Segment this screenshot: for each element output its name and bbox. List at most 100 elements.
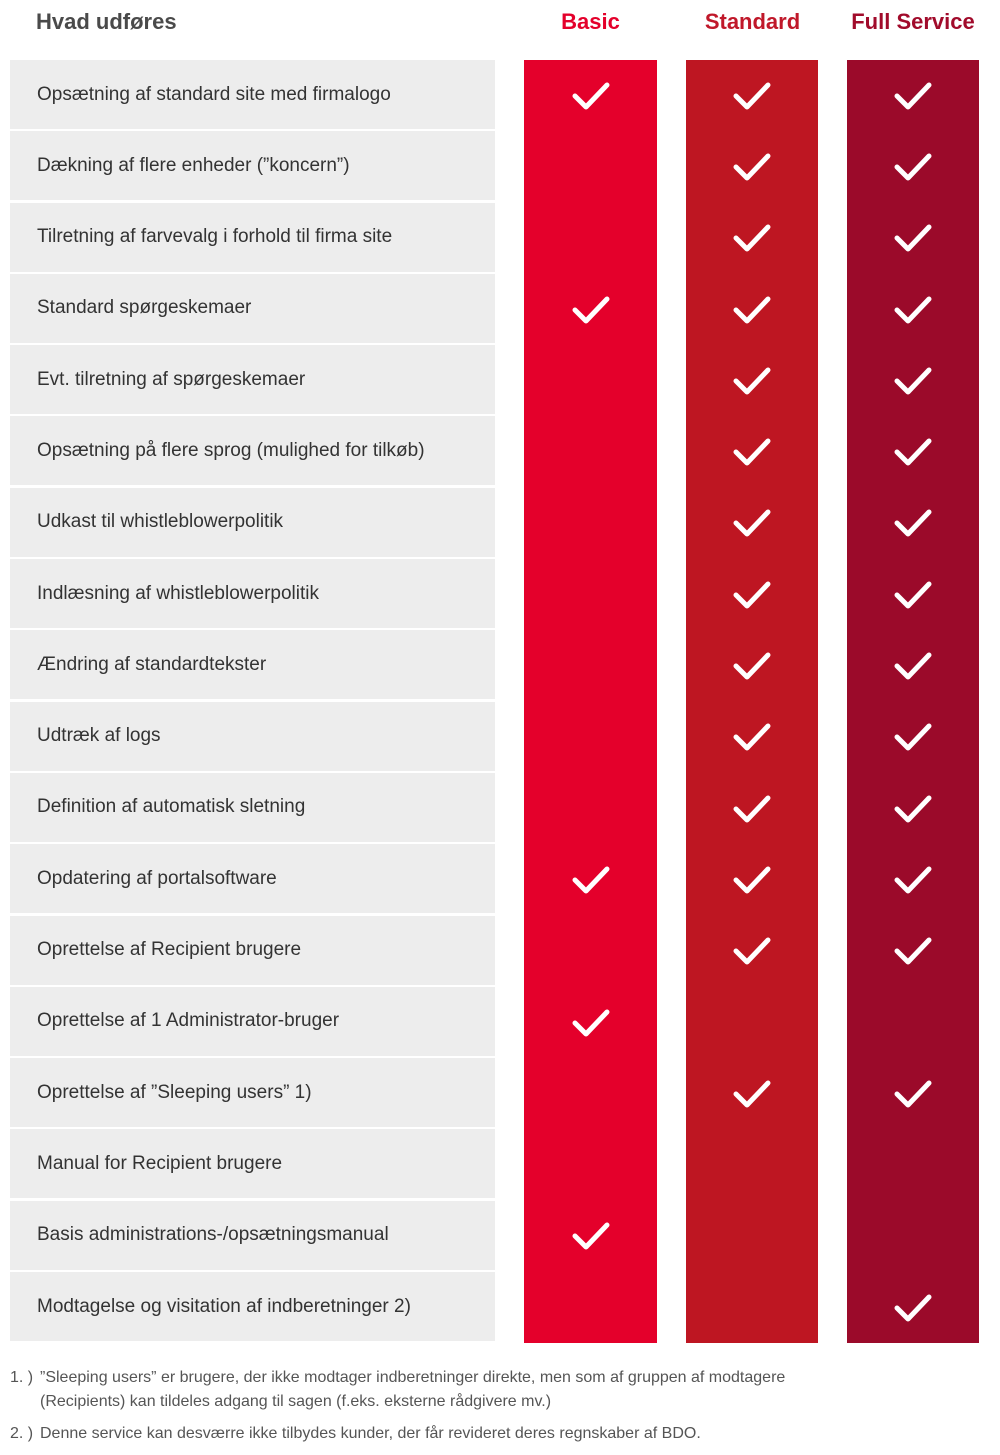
standard-cell <box>686 416 818 488</box>
table-row: Ændring af standardtekster <box>0 630 1000 702</box>
checkmark-icon <box>894 367 932 395</box>
checkmark-icon <box>894 652 932 680</box>
full-service-cell <box>847 559 979 631</box>
checkmark-icon <box>733 866 771 894</box>
full-service-column-header: Full Service <box>851 9 975 34</box>
table-row: Opsætning af standard site med firmalogo <box>0 60 1000 132</box>
table-row: Definition af automatisk sletning <box>0 772 1000 845</box>
basic-column-header: Basic <box>561 9 620 34</box>
standard-cell <box>686 131 818 203</box>
full-service-cell <box>847 202 979 274</box>
checkmark-icon <box>894 937 932 965</box>
basic-cell <box>524 1058 657 1130</box>
basic-cell <box>524 986 657 1059</box>
standard-cell <box>686 559 818 631</box>
footnote: 1. ) ”Sleeping users” er brugere, der ikk… <box>10 1366 810 1414</box>
feature-cell: Udkast til whistleblowerpolitik <box>10 487 495 557</box>
feature-cell: Opsætning af standard site med firmalogo <box>10 60 495 129</box>
table-row: Basis administrations-/opsætningsmanual <box>0 1200 1000 1273</box>
standard-cell <box>686 345 818 417</box>
full-service-cell <box>847 701 979 773</box>
checkmark-icon <box>894 509 932 537</box>
basic-cell <box>524 131 657 203</box>
basic-cell <box>524 273 657 346</box>
feature-cell: Standard spørgeskemaer <box>10 273 495 343</box>
feature-label: Basis administrations-/opsætningsmanual <box>37 1224 389 1246</box>
feature-cell: Modtagelse og visitation af indberetning… <box>10 1272 495 1342</box>
feature-label: Udtræk af logs <box>37 725 161 747</box>
feature-cell: Ændring af standardtekster <box>10 630 495 700</box>
full-service-cell <box>847 844 979 916</box>
feature-cell: Definition af automatisk sletning <box>10 772 495 842</box>
table-row: Dækning af flere enheder (”koncern”) <box>0 131 1000 203</box>
checkmark-icon <box>572 296 609 324</box>
full-service-cell <box>847 60 979 132</box>
standard-cell <box>686 1129 818 1201</box>
checkmark-icon <box>733 1080 771 1108</box>
checkmark-icon <box>572 1222 609 1250</box>
table-row: Modtagelse og visitation af indberetning… <box>0 1272 1000 1344</box>
standard-cell <box>686 1200 818 1273</box>
full-service-cell <box>847 1200 979 1273</box>
checkmark-icon <box>733 438 771 466</box>
checkmark-icon <box>733 937 771 965</box>
standard-cell <box>686 772 818 845</box>
standard-cell <box>686 1058 818 1130</box>
standard-cell <box>686 630 818 702</box>
standard-cell <box>686 60 818 132</box>
checkmark-icon <box>894 1080 932 1108</box>
full-service-cell <box>847 131 979 203</box>
basic-cell <box>524 1129 657 1201</box>
full-service-cell <box>847 345 979 417</box>
feature-label: Dækning af flere enheder (”koncern”) <box>37 154 350 176</box>
table-header: Hvad udføres Basic Standard Full Service <box>0 0 1000 50</box>
basic-cell <box>524 772 657 845</box>
table-row: Evt. tilretning af spørgeskemaer <box>0 345 1000 417</box>
feature-label: Standard spørgeskemaer <box>37 297 252 319</box>
feature-label: Opsætning af standard site med firmalogo <box>37 83 391 105</box>
table-row: Tilretning af farvevalg i forhold til fi… <box>0 202 1000 274</box>
basic-cell <box>524 345 657 417</box>
table-row: Opdatering af portalsoftware <box>0 844 1000 916</box>
table-row: Udkast til whistleblowerpolitik <box>0 487 1000 560</box>
footnotes: 1. ) ”Sleeping users” er brugere, der ikk… <box>10 1366 810 1454</box>
checkmark-icon <box>894 438 932 466</box>
standard-cell <box>686 273 818 346</box>
checkmark-icon <box>733 224 771 252</box>
feature-label: Indlæsning af whistleblowerpolitik <box>37 582 319 604</box>
feature-cell: Evt. tilretning af spørgeskemaer <box>10 345 495 415</box>
basic-cell <box>524 844 657 916</box>
checkmark-icon <box>733 652 771 680</box>
feature-label: Oprettelse af 1 Administrator-bruger <box>37 1010 340 1032</box>
feature-cell: Dækning af flere enheder (”koncern”) <box>10 131 495 201</box>
checkmark-icon <box>894 795 932 823</box>
standard-column-header: Standard <box>704 9 801 34</box>
basic-cell <box>524 630 657 702</box>
full-service-cell <box>847 416 979 488</box>
feature-label: Tilretning af farvevalg i forhold til fi… <box>37 226 393 248</box>
checkmark-icon <box>894 296 932 324</box>
feature-cell: Manual for Recipient brugere <box>10 1129 495 1199</box>
feature-label: Evt. tilretning af spørgeskemaer <box>37 368 306 390</box>
checkmark-icon <box>733 367 771 395</box>
table-row: Oprettelse af ”Sleeping users” 1) <box>0 1058 1000 1130</box>
checkmark-icon <box>733 723 771 751</box>
table-row: Oprettelse af Recipient brugere <box>0 915 1000 987</box>
checkmark-icon <box>572 1009 609 1036</box>
checkmark-icon <box>733 581 771 609</box>
checkmark-icon <box>894 224 932 252</box>
checkmark-icon <box>894 82 932 110</box>
checkmark-icon <box>572 82 609 110</box>
table-row: Indlæsning af whistleblowerpolitik <box>0 559 1000 631</box>
feature-cell: Indlæsning af whistleblowerpolitik <box>10 559 495 629</box>
full-service-cell <box>847 986 979 1059</box>
feature-cell: Opsætning på flere sprog (mulighed for t… <box>10 416 495 486</box>
checkmark-icon <box>894 153 932 181</box>
feature-cell: Udtræk af logs <box>10 701 495 771</box>
checkmark-icon <box>894 1294 932 1322</box>
basic-cell <box>524 1272 657 1344</box>
full-service-cell <box>847 487 979 560</box>
standard-cell <box>686 202 818 274</box>
basic-cell <box>524 559 657 631</box>
table-row: Udtræk af logs <box>0 701 1000 773</box>
